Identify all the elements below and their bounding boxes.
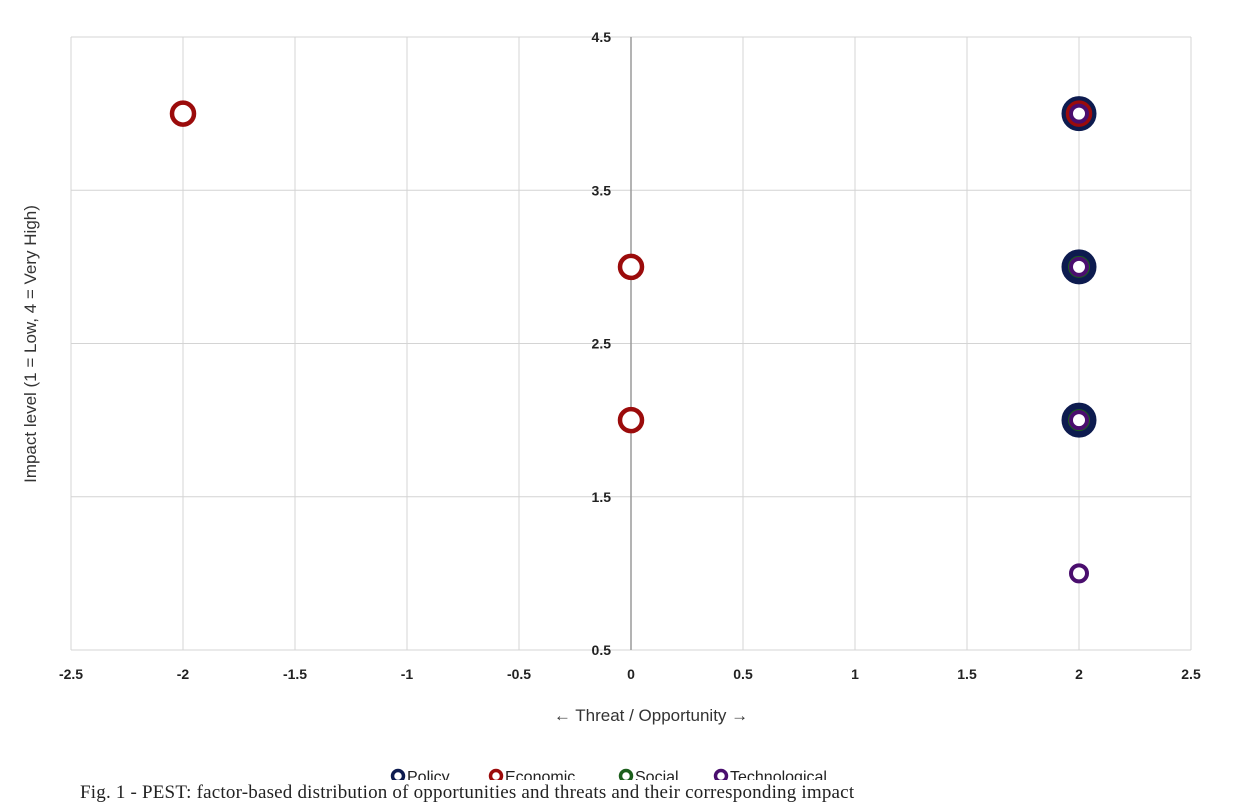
legend-label: Technological xyxy=(730,769,827,780)
figure-caption: Fig. 1 - PEST: factor-based distribution… xyxy=(80,782,855,803)
x-tick-label: -2.5 xyxy=(59,666,83,682)
data-point-economic xyxy=(169,100,197,127)
y-tick-label: 1.5 xyxy=(592,489,612,505)
y-tick-label: 0.5 xyxy=(592,642,612,658)
x-tick-label: -2 xyxy=(177,666,190,682)
legend-marker-icon xyxy=(713,768,729,780)
legend-label: Social xyxy=(635,769,679,780)
y-tick-label: 3.5 xyxy=(592,182,612,198)
y-tick-labels: 4.5 3.5 2.5 1.5 0.5 xyxy=(592,29,612,658)
y-axis-title: Impact level (1 = Low, 4 = Very High) xyxy=(21,205,40,483)
legend-item-technological: Technological xyxy=(713,768,827,780)
x-tick-label: 2.5 xyxy=(1181,666,1201,682)
x-tick-label: 0.5 xyxy=(733,666,753,682)
x-tick-label: 2 xyxy=(1075,666,1083,682)
legend-item-policy: Policy xyxy=(390,768,450,780)
data-point-economic xyxy=(617,406,645,434)
y-tick-label: 2.5 xyxy=(592,336,612,352)
y-tick-label: 4.5 xyxy=(592,29,612,45)
x-tick-label: -1 xyxy=(401,666,414,682)
data-point-technological xyxy=(1069,103,1089,124)
x-tick-label: 1 xyxy=(851,666,859,682)
x-tick-label: -0.5 xyxy=(507,666,531,682)
data-point-technological xyxy=(1069,410,1089,431)
legend-item-social: Social xyxy=(618,768,679,780)
x-axis-title: ← Threat / Opportunity → xyxy=(554,706,748,725)
x-tick-label: 1.5 xyxy=(957,666,977,682)
x-tick-label: 0 xyxy=(627,666,635,682)
legend-label: Policy xyxy=(407,769,450,780)
scatter-chart: -2.5 -2 -1.5 -1 -0.5 0 0.5 1 1.5 2 2.5 4.5 3.5 2.5 1.… xyxy=(21,29,1201,780)
legend-marker-icon xyxy=(488,768,504,780)
data-point-economic xyxy=(617,253,645,281)
legend: Policy Economic Social Technological xyxy=(390,768,827,780)
data-point-technological xyxy=(1069,563,1089,584)
legend-item-economic: Economic xyxy=(488,768,575,780)
data-points xyxy=(169,96,1097,584)
data-point-technological xyxy=(1069,256,1089,277)
x-tick-labels: -2.5 -2 -1.5 -1 -0.5 0 0.5 1 1.5 2 2.5 xyxy=(59,666,1201,682)
legend-marker-icon xyxy=(390,768,406,780)
x-tick-label: -1.5 xyxy=(283,666,307,682)
legend-label: Economic xyxy=(505,769,575,780)
legend-marker-icon xyxy=(618,768,634,780)
